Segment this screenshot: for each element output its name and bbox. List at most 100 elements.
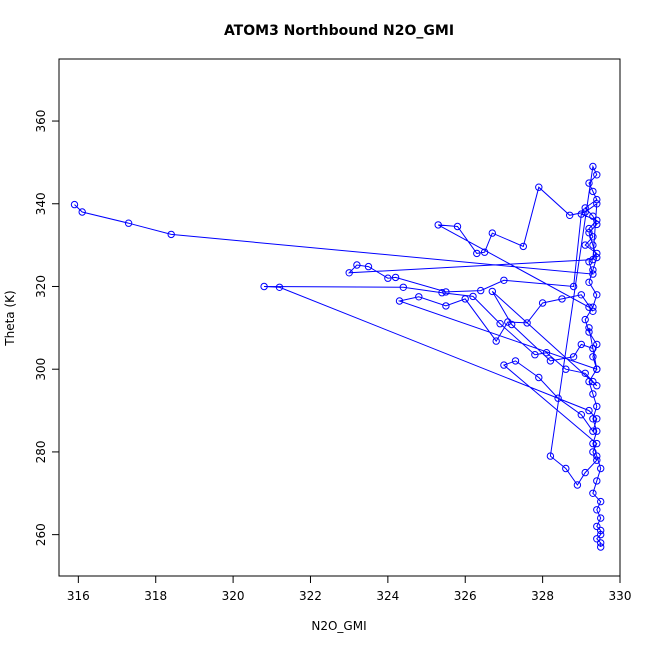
chart-title: ATOM3 Northbound N2O_GMI	[224, 23, 454, 39]
data-point	[480, 248, 489, 256]
x-axis-label: N2O_GMI	[311, 619, 366, 633]
data-point	[461, 295, 469, 303]
data-point	[597, 514, 605, 522]
data-point	[585, 377, 593, 386]
data-point	[569, 353, 578, 361]
data-point	[488, 229, 496, 237]
data-point	[589, 377, 597, 386]
x-tick-label: 318	[144, 589, 167, 603]
data-point	[391, 273, 400, 282]
data-point	[531, 351, 539, 359]
data-point	[345, 269, 353, 277]
data-point	[566, 211, 574, 220]
data-point	[585, 303, 593, 311]
data-point	[469, 292, 477, 301]
x-tick-label: 326	[454, 589, 477, 603]
data-point	[593, 216, 601, 225]
x-tick-label: 330	[609, 589, 632, 603]
y-tick-label: 320	[34, 275, 48, 298]
x-tick-label: 322	[299, 589, 322, 603]
data-point	[589, 162, 597, 171]
data-point	[546, 357, 555, 365]
data-point	[593, 200, 601, 208]
data-point	[500, 361, 508, 369]
data-point	[597, 539, 605, 547]
x-tick-label: 316	[67, 589, 90, 603]
data-point	[504, 318, 512, 326]
data-point	[585, 229, 593, 237]
data-point	[167, 230, 175, 239]
data-point	[589, 241, 597, 249]
data-point	[496, 320, 504, 328]
data-point	[597, 464, 605, 473]
data-point	[581, 204, 589, 212]
data-point	[523, 319, 531, 327]
y-tick-label: 340	[34, 192, 48, 215]
data-point	[438, 289, 446, 297]
data-point	[562, 464, 570, 473]
data-point	[581, 315, 589, 324]
data-point	[593, 402, 601, 411]
data-point	[488, 287, 496, 296]
data-point	[589, 233, 597, 241]
data-point	[562, 365, 570, 373]
data-point	[593, 456, 601, 464]
series-line	[74, 164, 602, 547]
data-point	[275, 283, 284, 291]
data-point	[585, 324, 593, 332]
data-point	[593, 220, 601, 229]
data-point	[589, 415, 597, 423]
data-point	[546, 452, 555, 460]
x-tick-label: 320	[222, 589, 245, 603]
data-point	[593, 382, 601, 390]
data-point	[593, 415, 601, 423]
x-tick-label: 324	[376, 589, 399, 603]
data-point	[589, 427, 597, 435]
data-point	[593, 365, 601, 373]
data-point	[554, 394, 562, 402]
data-point	[589, 303, 597, 311]
data-point	[538, 299, 547, 307]
data-point	[585, 179, 593, 187]
data-point	[477, 286, 485, 295]
data-point	[364, 262, 373, 271]
data-point	[558, 295, 566, 303]
data-point	[581, 241, 589, 249]
data-point	[589, 270, 597, 278]
data-point	[511, 357, 520, 365]
y-axis-label: Theta (K)	[3, 290, 17, 346]
data-point	[589, 489, 597, 497]
data-point	[492, 337, 500, 345]
y-tick-label: 280	[34, 440, 48, 463]
data-point	[597, 526, 605, 535]
data-point	[589, 307, 597, 315]
data-point	[260, 282, 268, 291]
data-point	[581, 468, 589, 477]
data-point	[384, 274, 392, 282]
data-point	[535, 183, 543, 191]
data-point	[593, 452, 601, 460]
data-point	[589, 255, 597, 264]
data-point	[508, 320, 516, 329]
data-point	[593, 291, 601, 299]
data-point	[569, 282, 578, 291]
y-axis-ticks: 260 280 300 320 340 360	[34, 110, 59, 546]
data-point	[585, 406, 593, 415]
plot-frame	[58, 58, 621, 577]
data-point	[597, 530, 605, 539]
data-point	[581, 208, 589, 216]
data-point	[577, 291, 585, 299]
data-point	[395, 297, 404, 305]
data-point	[577, 340, 585, 349]
data-point	[78, 208, 86, 216]
y-tick-label: 260	[34, 523, 48, 546]
data-point	[589, 344, 597, 353]
data-point	[353, 261, 361, 269]
data-point	[593, 535, 601, 543]
data-point	[585, 258, 593, 266]
data-point	[585, 224, 593, 233]
data-point	[593, 522, 601, 531]
data-point	[453, 222, 462, 231]
data-point	[581, 369, 589, 377]
